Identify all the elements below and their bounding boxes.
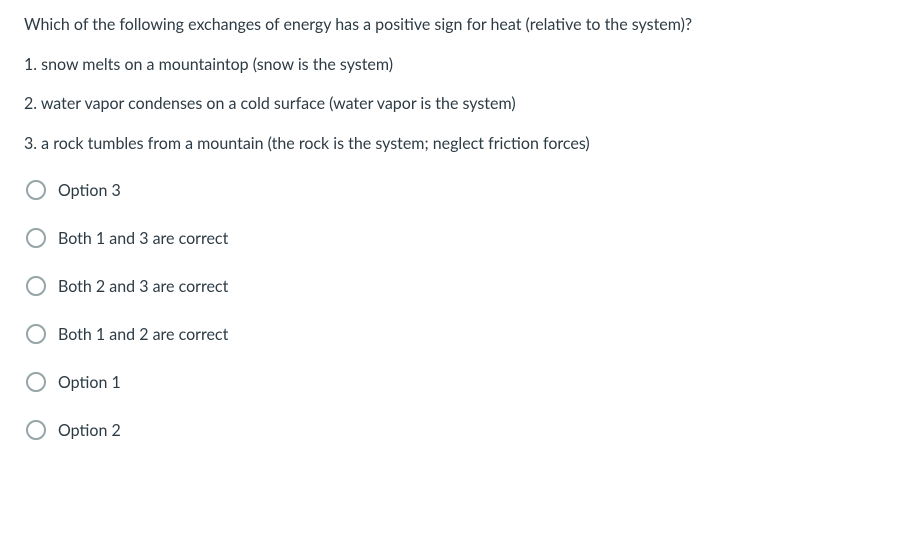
answer-option[interactable]: Both 1 and 2 are correct	[26, 324, 886, 344]
quiz-question: Which of the following exchanges of ener…	[0, 0, 910, 440]
answer-option[interactable]: Both 1 and 3 are correct	[26, 228, 886, 248]
radio-icon[interactable]	[26, 324, 46, 344]
answer-options: Option 3 Both 1 and 3 are correct Both 2…	[24, 180, 886, 440]
option-label: Option 1	[58, 373, 121, 392]
question-statements: 1. snow melts on a mountaintop (snow is …	[24, 54, 886, 155]
radio-icon[interactable]	[26, 228, 46, 248]
answer-option[interactable]: Option 2	[26, 420, 886, 440]
radio-icon[interactable]	[26, 276, 46, 296]
option-label: Both 2 and 3 are correct	[58, 277, 228, 296]
answer-option[interactable]: Option 1	[26, 372, 886, 392]
answer-option[interactable]: Both 2 and 3 are correct	[26, 276, 886, 296]
option-label: Both 1 and 2 are correct	[58, 325, 228, 344]
option-label: Option 3	[58, 181, 121, 200]
answer-option[interactable]: Option 3	[26, 180, 886, 200]
statement-3: 3. a rock tumbles from a mountain (the r…	[24, 133, 886, 155]
radio-icon[interactable]	[26, 372, 46, 392]
radio-icon[interactable]	[26, 180, 46, 200]
statement-2: 2. water vapor condenses on a cold surfa…	[24, 93, 886, 115]
option-label: Option 2	[58, 421, 121, 440]
radio-icon[interactable]	[26, 420, 46, 440]
option-label: Both 1 and 3 are correct	[58, 229, 228, 248]
statement-1: 1. snow melts on a mountaintop (snow is …	[24, 54, 886, 76]
question-prompt: Which of the following exchanges of ener…	[24, 14, 764, 36]
